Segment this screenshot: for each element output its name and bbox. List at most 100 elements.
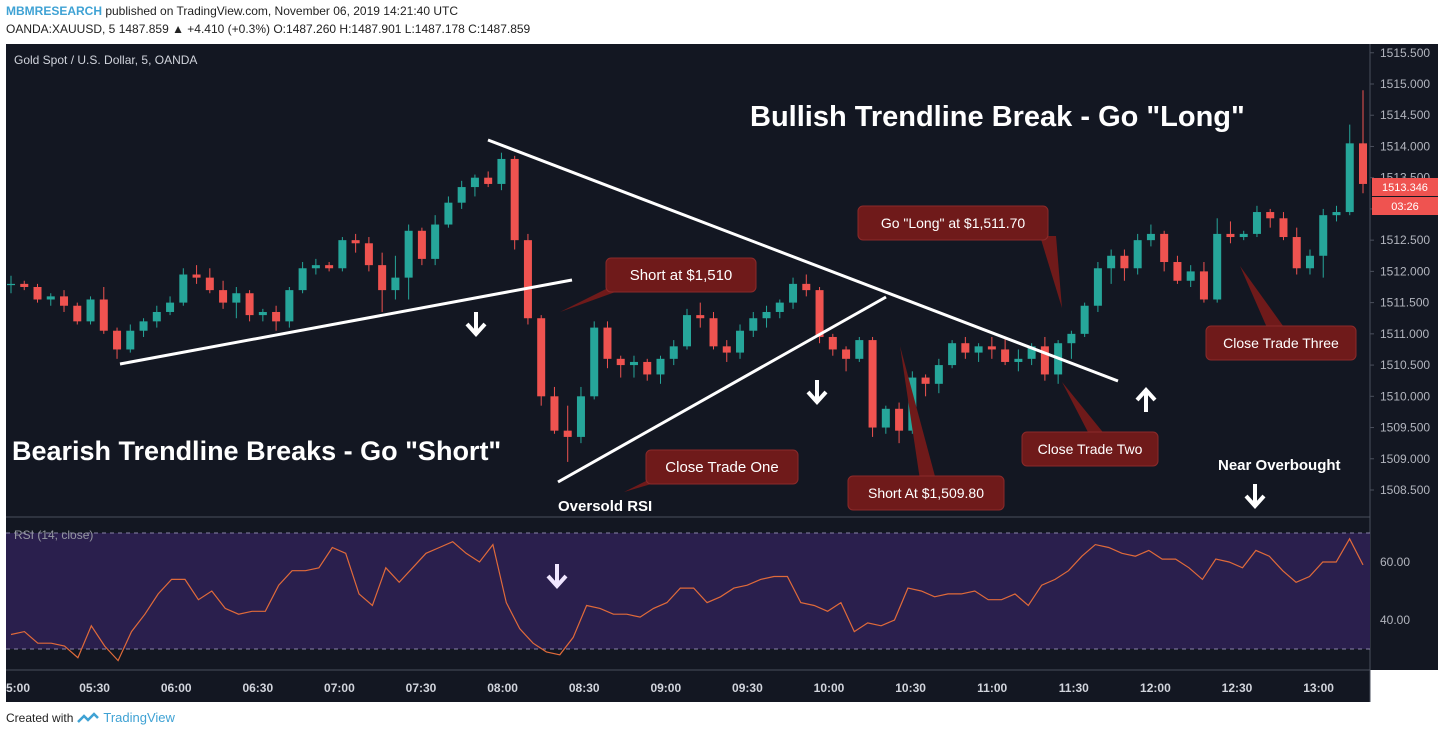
price-tick-label: 1509.500 (1380, 421, 1430, 435)
tradingview-logo-icon (77, 711, 100, 723)
tradingview-brand-link[interactable]: TradingView (103, 710, 175, 725)
price-chart[interactable]: 1515.5001515.0001514.5001514.0001513.500… (0, 40, 1444, 702)
time-tick-label: 07:00 (324, 681, 355, 695)
candle-down (245, 293, 254, 316)
candle-up (139, 321, 148, 331)
candle-up (338, 240, 347, 269)
publish-info: MBMRESEARCH published on TradingView.com… (6, 4, 458, 18)
candle-up (1239, 233, 1248, 238)
candle-down (1266, 212, 1275, 219)
callout-short-at-1509-text: Short At $1,509.80 (868, 485, 984, 501)
near-overbought-label: Near Overbought (1218, 457, 1341, 474)
candle-up (590, 327, 599, 397)
time-tick-label: 12:00 (1140, 681, 1171, 695)
candle-up (1186, 271, 1195, 281)
candle-up (232, 293, 241, 303)
candle-up (298, 268, 307, 291)
candle-down (325, 265, 334, 269)
candle-down (1199, 271, 1208, 300)
candle-up (152, 311, 161, 322)
callout-short-1510-text: Short at $1,510 (630, 267, 733, 284)
time-axis[interactable] (6, 670, 1370, 702)
price-tick-label: 1515.000 (1380, 77, 1430, 91)
candle-up (470, 177, 479, 188)
candle-down (219, 290, 228, 303)
candle-down (722, 346, 731, 353)
footer: Created with TradingView (6, 710, 175, 725)
oversold-rsi-label: Oversold RSI (558, 498, 652, 515)
time-tick-label: 12:30 (1222, 681, 1253, 695)
candle-down (33, 287, 42, 300)
candle-down (20, 283, 29, 287)
time-tick-label: 11:00 (977, 681, 1007, 695)
publish-text: published on TradingView.com, November 0… (102, 4, 458, 18)
price-axis[interactable] (1370, 44, 1438, 670)
candle-up (166, 302, 175, 312)
symbol-info: OANDA:XAUUSD, 5 1487.859 ▲ +4.410 (+0.3%… (6, 22, 530, 36)
chart-title: Gold Spot / U.S. Dollar, 5, OANDA (14, 53, 197, 67)
rsi-tick-label: 60.00 (1380, 555, 1410, 569)
time-tick-label: 07:30 (406, 681, 437, 695)
callout-close-trade-two-text: Close Trade Two (1038, 441, 1143, 457)
candle-up (86, 299, 95, 322)
candle-down (616, 358, 625, 366)
candle-down (868, 340, 877, 428)
rsi-layer (6, 532, 1370, 662)
candle-up (683, 315, 691, 347)
candle-up (126, 330, 135, 350)
candle-up (7, 283, 15, 286)
price-tick-label: 1510.000 (1380, 389, 1430, 403)
candle-up (1146, 233, 1155, 241)
candle-down (351, 240, 360, 244)
candle-down (1292, 237, 1301, 269)
candle-down (696, 315, 705, 319)
candle-down (961, 343, 970, 353)
candle-up (656, 358, 665, 375)
up-arrow-icon (1135, 387, 1157, 412)
candle-down (1226, 233, 1235, 238)
candle-down (802, 283, 811, 291)
candle-down (523, 240, 532, 319)
countdown-text: 03:26 (1391, 201, 1419, 213)
candle-up (1332, 212, 1341, 216)
candle-down (563, 430, 572, 437)
candle-up (1252, 212, 1261, 234)
down-arrow-icon (1244, 484, 1266, 509)
callout-close-trade-one-text: Close Trade One (665, 459, 778, 476)
time-tick-label: 09:30 (732, 681, 763, 695)
candle-down (1173, 262, 1182, 281)
candle-up (1305, 255, 1314, 269)
created-with-text: Created with (6, 710, 74, 725)
candle-down (1040, 346, 1049, 375)
candle-up (1345, 143, 1354, 213)
candle-up (1093, 268, 1102, 306)
candle-down (272, 311, 281, 322)
candle-down (1001, 349, 1010, 362)
down-arrow-icon (465, 312, 487, 337)
candle-up (1319, 215, 1328, 256)
candle-up (775, 302, 784, 312)
price-tick-label: 1511.000 (1380, 327, 1429, 341)
rsi-band (6, 533, 1370, 649)
candle-up (1213, 233, 1222, 300)
candle-layer (7, 90, 1367, 462)
candle-up (669, 346, 678, 359)
candle-down (60, 296, 69, 306)
time-tick-label: 05:30 (79, 681, 110, 695)
axis-layer: 1515.5001515.0001514.5001514.0001513.500… (6, 46, 1430, 695)
candle-down (921, 377, 930, 384)
candle-down (73, 305, 82, 322)
publisher-name[interactable]: MBMRESEARCH (6, 4, 102, 18)
candle-up (1107, 255, 1116, 269)
rsi-down-arrow-icon (546, 564, 568, 589)
price-tick-label: 1511.500 (1380, 296, 1429, 310)
candle-down (205, 277, 214, 291)
candle-up (444, 202, 453, 225)
time-tick-label: 09:00 (650, 681, 681, 695)
price-tick-label: 1510.500 (1380, 358, 1430, 372)
candle-up (762, 311, 771, 319)
candle-down (1160, 233, 1169, 263)
price-tick-label: 1515.500 (1380, 46, 1430, 60)
candle-down (895, 408, 904, 431)
